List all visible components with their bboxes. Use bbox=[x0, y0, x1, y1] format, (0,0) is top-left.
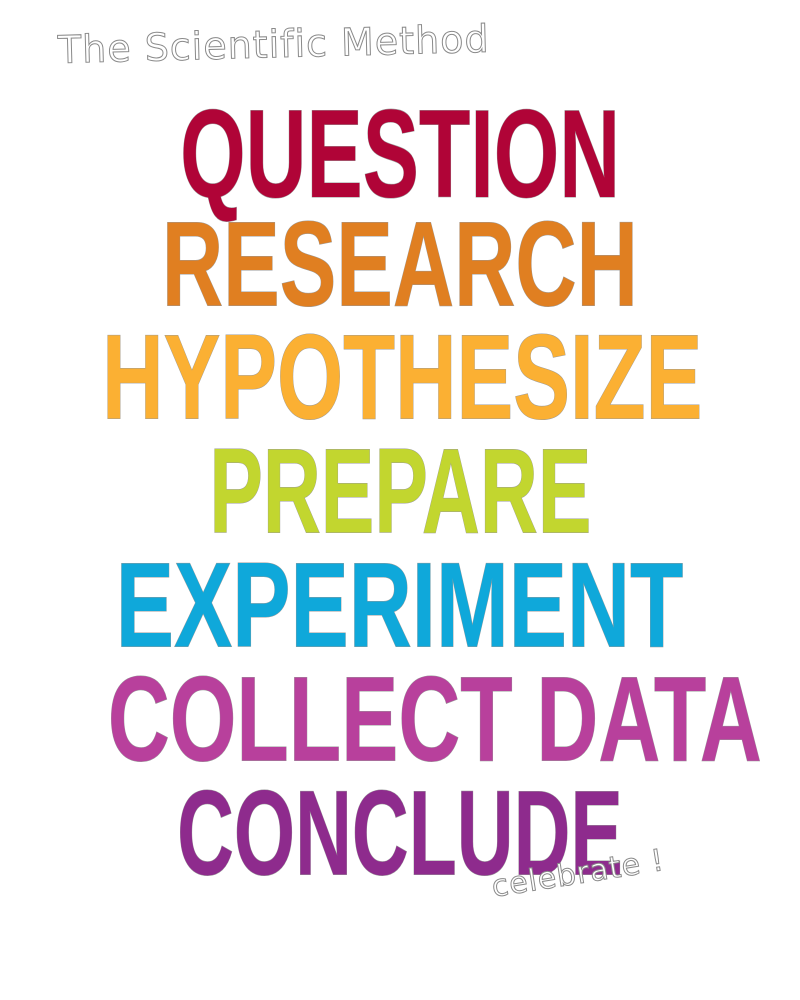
step-label: PREPARE bbox=[208, 424, 592, 560]
step-label: EXPERIMENT bbox=[116, 538, 684, 674]
step-label: COLLECT DATA bbox=[107, 652, 762, 788]
step-label: QUESTION bbox=[179, 84, 621, 225]
step-question: QUESTION bbox=[0, 91, 800, 217]
step-prepare: PREPARE bbox=[0, 431, 800, 553]
step-research: RESEARCH bbox=[0, 204, 800, 326]
step-label: CONCLUDE bbox=[177, 766, 623, 902]
step-collect-data: COLLECT DATA bbox=[0, 659, 800, 781]
step-conclude: CONCLUDE bbox=[0, 773, 800, 895]
step-hypothesize: HYPOTHESIZE bbox=[0, 317, 800, 439]
step-experiment: EXPERIMENT bbox=[0, 545, 800, 667]
step-label: HYPOTHESIZE bbox=[102, 310, 703, 446]
step-label: RESEARCH bbox=[162, 197, 639, 333]
